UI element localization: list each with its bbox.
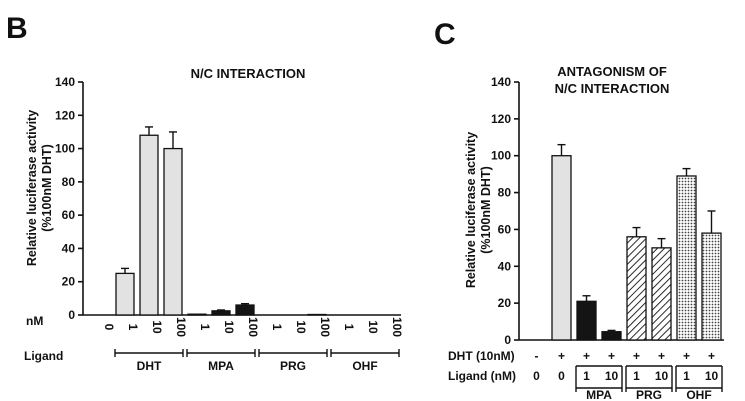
panel-b-x-tick-label: 10 — [366, 320, 380, 334]
panel-c-ligand-cell: 0 — [533, 369, 540, 383]
panel-c-y-tick-label: 100 — [491, 149, 511, 163]
panel-c-ligand-cell: 10 — [655, 369, 669, 383]
panel-b-x-tick-label: 100 — [318, 317, 332, 337]
panel-b-group-ohf-label: OHF — [352, 359, 377, 373]
panel-c-ligand-cell: 10 — [605, 369, 619, 383]
panel-c-title-line2: N/C INTERACTION — [555, 81, 670, 96]
panel-b-y-tick-label: 80 — [62, 175, 76, 189]
panel-b-y-tick-label: 40 — [62, 241, 76, 255]
panel-b-x-tick-label: 1 — [198, 324, 212, 331]
panel-c-dht-cell: + — [583, 349, 590, 363]
panel-c-bar — [551, 155, 572, 341]
panel-b-x-tick-label: 1 — [126, 324, 140, 331]
panel-c-y-tick-label: 60 — [498, 222, 512, 236]
panel-b-y-tick-label: 140 — [55, 75, 75, 89]
panel-c-chart: 0 20 40 60 80 100 120 140 - + + + + + + +0 0 1 10 1 10 1 10 MPA… — [491, 75, 724, 401]
panel-b-y-tick-label: 100 — [55, 142, 75, 156]
panel-b-y-tick-label: 60 — [62, 208, 76, 222]
panel-c-ligand-cell: 10 — [705, 369, 719, 383]
panel-b-group-dht-label: DHT — [137, 359, 162, 373]
panel-c-y-tick-label: 20 — [498, 296, 512, 310]
panel-c-ligand-cell: 0 — [558, 369, 565, 383]
panel-b-bar — [187, 313, 207, 316]
panel-c-bar — [676, 175, 697, 341]
panel-c-bar — [651, 247, 672, 341]
panel-b-x-tick-label: 100 — [174, 317, 188, 337]
panel-c-dht-cell: + — [708, 349, 715, 363]
panel-c-title-line1: ANTAGONISM OF — [557, 64, 667, 79]
panel-b-y-tick-label: 20 — [62, 275, 76, 289]
panel-c-dht-cell: + — [608, 349, 615, 363]
panel-letter-b: B — [6, 12, 28, 45]
panel-c-ligand-label: Ligand (nM) — [448, 369, 516, 383]
panel-c-dht-cell: + — [658, 349, 665, 363]
panel-b-x-tick-label: 10 — [150, 320, 164, 334]
panel-b-x-tick-label: 100 — [390, 317, 404, 337]
panel-c-bar — [576, 300, 597, 341]
panel-b-y-tick-label: 120 — [55, 108, 75, 122]
panel-b-group-prg-label: PRG — [280, 359, 306, 373]
panel-c-ligand-cell: 1 — [683, 369, 690, 383]
panel-b-title: N/C INTERACTION — [191, 66, 306, 81]
panel-b-chart: 0 20 40 60 80 100 120 140 0 1 10 100 1 10 100 1 10 100 1 10… — [55, 75, 404, 373]
panel-c-ylabel-line1: Relative luciferase activity — [464, 132, 478, 288]
panel-c-y-tick-label: 120 — [491, 112, 511, 126]
panel-b-ylabel-line2: (%100nM DHT) — [40, 144, 54, 232]
panel-b-x-tick-label: 0 — [102, 324, 116, 331]
panel-b-nm-label: nM — [26, 314, 43, 328]
panel-c-ligand-cell: 1 — [583, 369, 590, 383]
panel-b-bar — [235, 304, 255, 316]
panel-c-group-ohf-label: OHF — [686, 388, 711, 401]
panel-c-dht-label: DHT (10nM) — [448, 349, 515, 363]
panel-c-dht-cell: - — [535, 349, 539, 363]
panel-c-y-tick-label: 80 — [498, 186, 512, 200]
panel-letter-c: C — [434, 18, 456, 51]
panel-b-bar — [115, 272, 135, 316]
panel-c-dht-cell: + — [633, 349, 640, 363]
panel-c-bar — [601, 331, 622, 341]
panel-c-dht-cell: + — [683, 349, 690, 363]
panel-c-y-tick-label: 40 — [498, 259, 512, 273]
panel-b-bar — [139, 134, 159, 316]
panel-b-bar — [163, 147, 183, 316]
panel-c-bar — [626, 236, 647, 341]
panel-c-y-tick-label: 140 — [491, 75, 511, 89]
panel-b-x-tick-label: 10 — [294, 320, 308, 334]
panel-c-ylabel-line2: (%100nM DHT) — [479, 166, 493, 254]
panel-c-group-mpa-label: MPA — [586, 388, 612, 401]
panel-b-ligand-label: Ligand — [24, 349, 63, 363]
panel-b-x-tick-label: 100 — [246, 317, 260, 337]
panel-b-group-mpa-label: MPA — [208, 359, 234, 373]
panel-b-x-tick-label: 1 — [342, 324, 356, 331]
panel-c-y-tick-label: 0 — [504, 333, 511, 347]
panel-c-dht-cell: + — [558, 349, 565, 363]
panel-b-bar — [211, 310, 231, 316]
panel-b-x-tick-label: 10 — [222, 320, 236, 334]
panel-c-bar — [701, 232, 722, 341]
panel-b-x-tick-label: 1 — [270, 324, 284, 331]
panel-c-ligand-cell: 1 — [633, 369, 640, 383]
panel-b-ylabel-line1: Relative luciferase activity — [25, 110, 39, 266]
panel-b-y-tick-label: 0 — [68, 308, 75, 322]
panel-c-group-prg-label: PRG — [636, 388, 662, 401]
